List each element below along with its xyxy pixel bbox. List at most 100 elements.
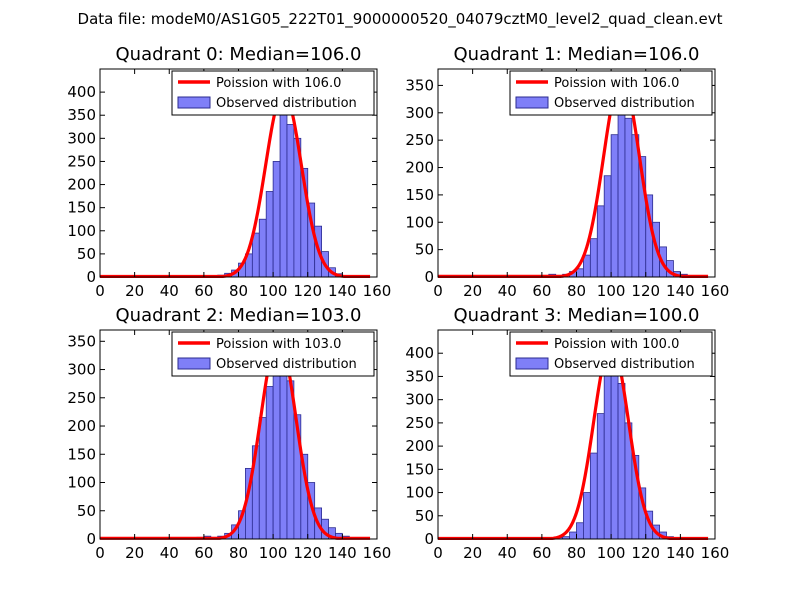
chart-2-ytick-label-6: 300 [67,361,96,379]
chart-1-xtick-label-4: 80 [567,282,586,300]
chart-1-xtick-label-6: 120 [631,282,660,300]
chart-0-xtick-label-5: 100 [259,282,288,300]
chart-3-bar-5 [569,531,577,540]
chart-3-ytick-label-8: 400 [405,344,434,362]
chart-2-title: Quadrant 2: Median=103.0 [116,305,362,326]
chart-2-xtick-label-1: 20 [125,544,144,562]
chart-2-ytick-label-7: 350 [67,332,96,350]
chart-0-legend-label-0: Poission with 106.0 [216,76,341,91]
chart-0-ytick-label-7: 350 [67,106,96,124]
chart-3-xtick-label-3: 60 [532,544,551,562]
chart-2-xtick-label-8: 160 [363,544,392,562]
chart-1-legend-label-0: Poission with 106.0 [554,76,679,91]
chart-0-title: Quadrant 0: Median=106.0 [116,44,362,65]
chart-1-bar-11 [617,101,626,278]
chart-2-xtick-label-6: 120 [293,544,322,562]
chart-1-ytick-label-6: 300 [405,104,434,122]
chart-3-legend-label-0: Poission with 100.0 [554,337,679,352]
chart-0-ytick-label-0: 0 [86,268,96,286]
chart-3-legend-label-1: Observed distribution [554,357,695,372]
chart-1-xtick-label-8: 160 [701,282,730,300]
chart-2-ytick-label-2: 100 [67,474,96,492]
chart-3-ytick-label-1: 50 [415,507,434,525]
subplot-quadrant-2: Quadrant 2: Median=103.0 0 20 40 60 80 100 120 1… [67,305,391,562]
subplot-quadrant-3: Quadrant 3: Median=100.0 0 20 40 60 80 100 120 1… [405,305,729,562]
chart-3-poisson-curve [437,342,709,541]
chart-0-ytick-label-8: 400 [67,83,96,101]
chart-3-xtick-label-2: 40 [498,544,517,562]
chart-3-ytick-label-6: 300 [405,391,434,409]
chart-3-xtick-label-0: 0 [433,544,443,562]
subplot-quadrant-1: Quadrant 1: Median=106.0 0 20 40 60 80 100 120 1… [405,44,729,300]
chart-1-ytick-label-1: 50 [415,241,434,259]
chart-2-xtick-label-3: 60 [194,544,213,562]
chart-0-xtick-label-8: 160 [363,282,392,300]
chart-0-legend-label-1: Observed distribution [216,96,357,111]
chart-1-bar-8 [596,205,605,278]
chart-3-xtick-label-5: 100 [597,544,626,562]
chart-3-legend: Poission with 100.0 Observed distribution [509,331,713,377]
chart-3-xtick-label-8: 160 [701,544,730,562]
chart-3-ytick-label-7: 350 [405,367,434,385]
chart-0-ytick-label-5: 250 [67,152,96,170]
chart-0-ytick-label-6: 300 [67,129,96,147]
chart-3-xtick-label-1: 20 [463,544,482,562]
chart-0-bar-10 [272,161,281,278]
chart-0-bar-12 [286,124,295,278]
chart-2-ytick-label-0: 0 [86,530,96,548]
chart-1-ytick-label-2: 100 [405,213,434,231]
chart-1-xtick-label-3: 60 [532,282,551,300]
chart-1-legend: Poission with 106.0 Observed distribution [509,70,713,116]
chart-2-xtick-label-4: 80 [229,544,248,562]
chart-2-bars [196,360,350,540]
chart-0-xtick-label-4: 80 [229,282,248,300]
chart-3-legend-bar-swatch [515,357,549,370]
chart-3-bar-7 [583,492,591,540]
chart-2-legend-label-0: Poission with 103.0 [216,337,341,352]
chart-1-bar-12 [624,117,633,278]
chart-2-bar-9 [258,417,267,540]
chart-0-ytick-label-4: 200 [67,176,96,194]
subplot-quadrant-0: Quadrant 0: Median=106.0 0 20 40 60 80 100 120 1… [67,44,391,300]
chart-3-ytick-label-3: 150 [405,460,434,478]
chart-1-legend-bar-swatch [515,96,549,109]
chart-1-poisson-curve [437,75,709,278]
chart-3-bar-11 [610,369,619,540]
chart-2-legend: Poission with 103.0 Observed distribution [171,331,375,377]
chart-2-bar-11 [272,369,281,540]
chart-1-xtick-label-7: 140 [666,282,695,300]
chart-3-bar-9 [596,413,605,540]
chart-0-xtick-label-6: 120 [293,282,322,300]
chart-1-title: Quadrant 1: Median=106.0 [454,44,700,65]
chart-1-xtick-label-0: 0 [433,282,443,300]
chart-0-bars [203,112,350,278]
chart-0-xtick-label-1: 20 [125,282,144,300]
figure-title: Data file: modeM0/AS1G05_222T01_90000005… [78,10,723,29]
chart-1-ytick-label-7: 350 [405,76,434,94]
chart-0-xtick-label-3: 60 [194,282,213,300]
chart-3-bar-12 [617,383,626,540]
chart-0-bar-8 [258,218,267,278]
chart-2-xtick-label-0: 0 [95,544,105,562]
chart-0-ytick-label-2: 100 [67,222,96,240]
chart-2-bar-10 [265,386,274,540]
chart-3-xtick-label-4: 80 [567,544,586,562]
chart-1-legend-label-1: Observed distribution [554,96,695,111]
chart-2-ytick-label-3: 150 [67,445,96,463]
chart-1-ytick-label-5: 250 [405,131,434,149]
chart-3-bars [534,362,681,540]
chart-1-bar-10 [610,134,619,278]
chart-3-title: Quadrant 3: Median=100.0 [454,305,700,326]
chart-0-bar-7 [251,232,260,278]
chart-1-bar-6 [583,254,591,278]
chart-2-bar-12 [279,360,288,540]
chart-1-ytick-label-3: 150 [405,186,434,204]
chart-1-xtick-label-2: 40 [498,282,517,300]
chart-0-ytick-label-1: 50 [77,245,96,263]
chart-0-poisson-curve [99,90,371,279]
chart-2-legend-bar-swatch [177,357,211,370]
chart-0-xtick-label-0: 0 [95,282,105,300]
chart-0-legend: Poission with 106.0 Observed distribution [171,70,375,116]
chart-1-bar-7 [589,238,598,278]
